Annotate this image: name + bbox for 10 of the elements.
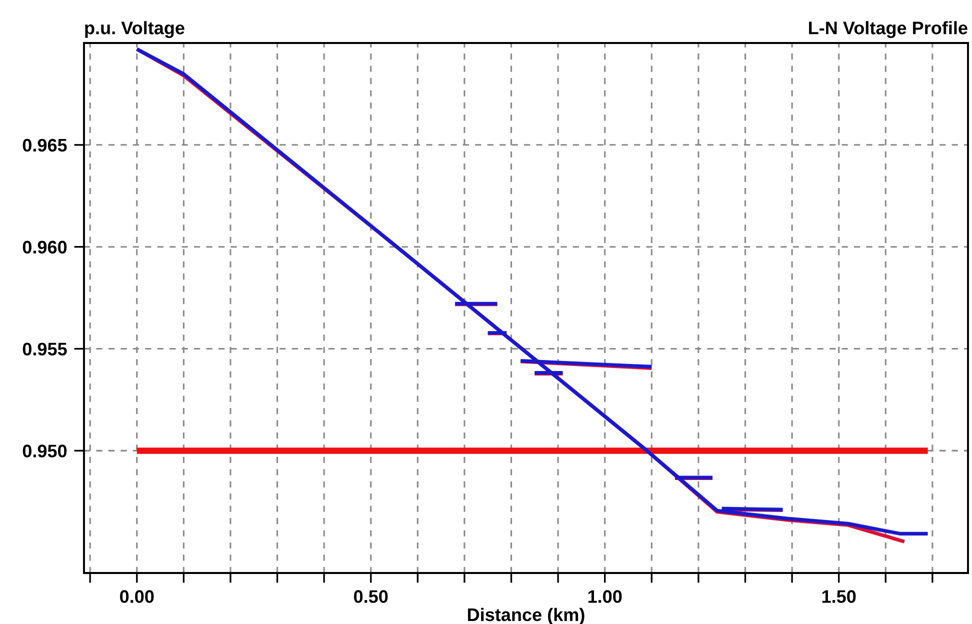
y-axis-title: p.u. Voltage <box>85 21 184 38</box>
y-tick-label: 0.960 <box>22 240 67 254</box>
x-tick-label: 1.00 <box>588 590 622 603</box>
chart-title: L-N Voltage Profile <box>809 21 968 38</box>
x-tick-label: 1.50 <box>822 590 856 603</box>
x-tick-label: 0.00 <box>120 590 154 603</box>
y-tick-label: 0.955 <box>22 342 67 356</box>
y-tick-label: 0.950 <box>22 444 67 458</box>
y-tick-label: 0.965 <box>22 138 67 152</box>
x-tick-label: 0.50 <box>354 590 388 603</box>
